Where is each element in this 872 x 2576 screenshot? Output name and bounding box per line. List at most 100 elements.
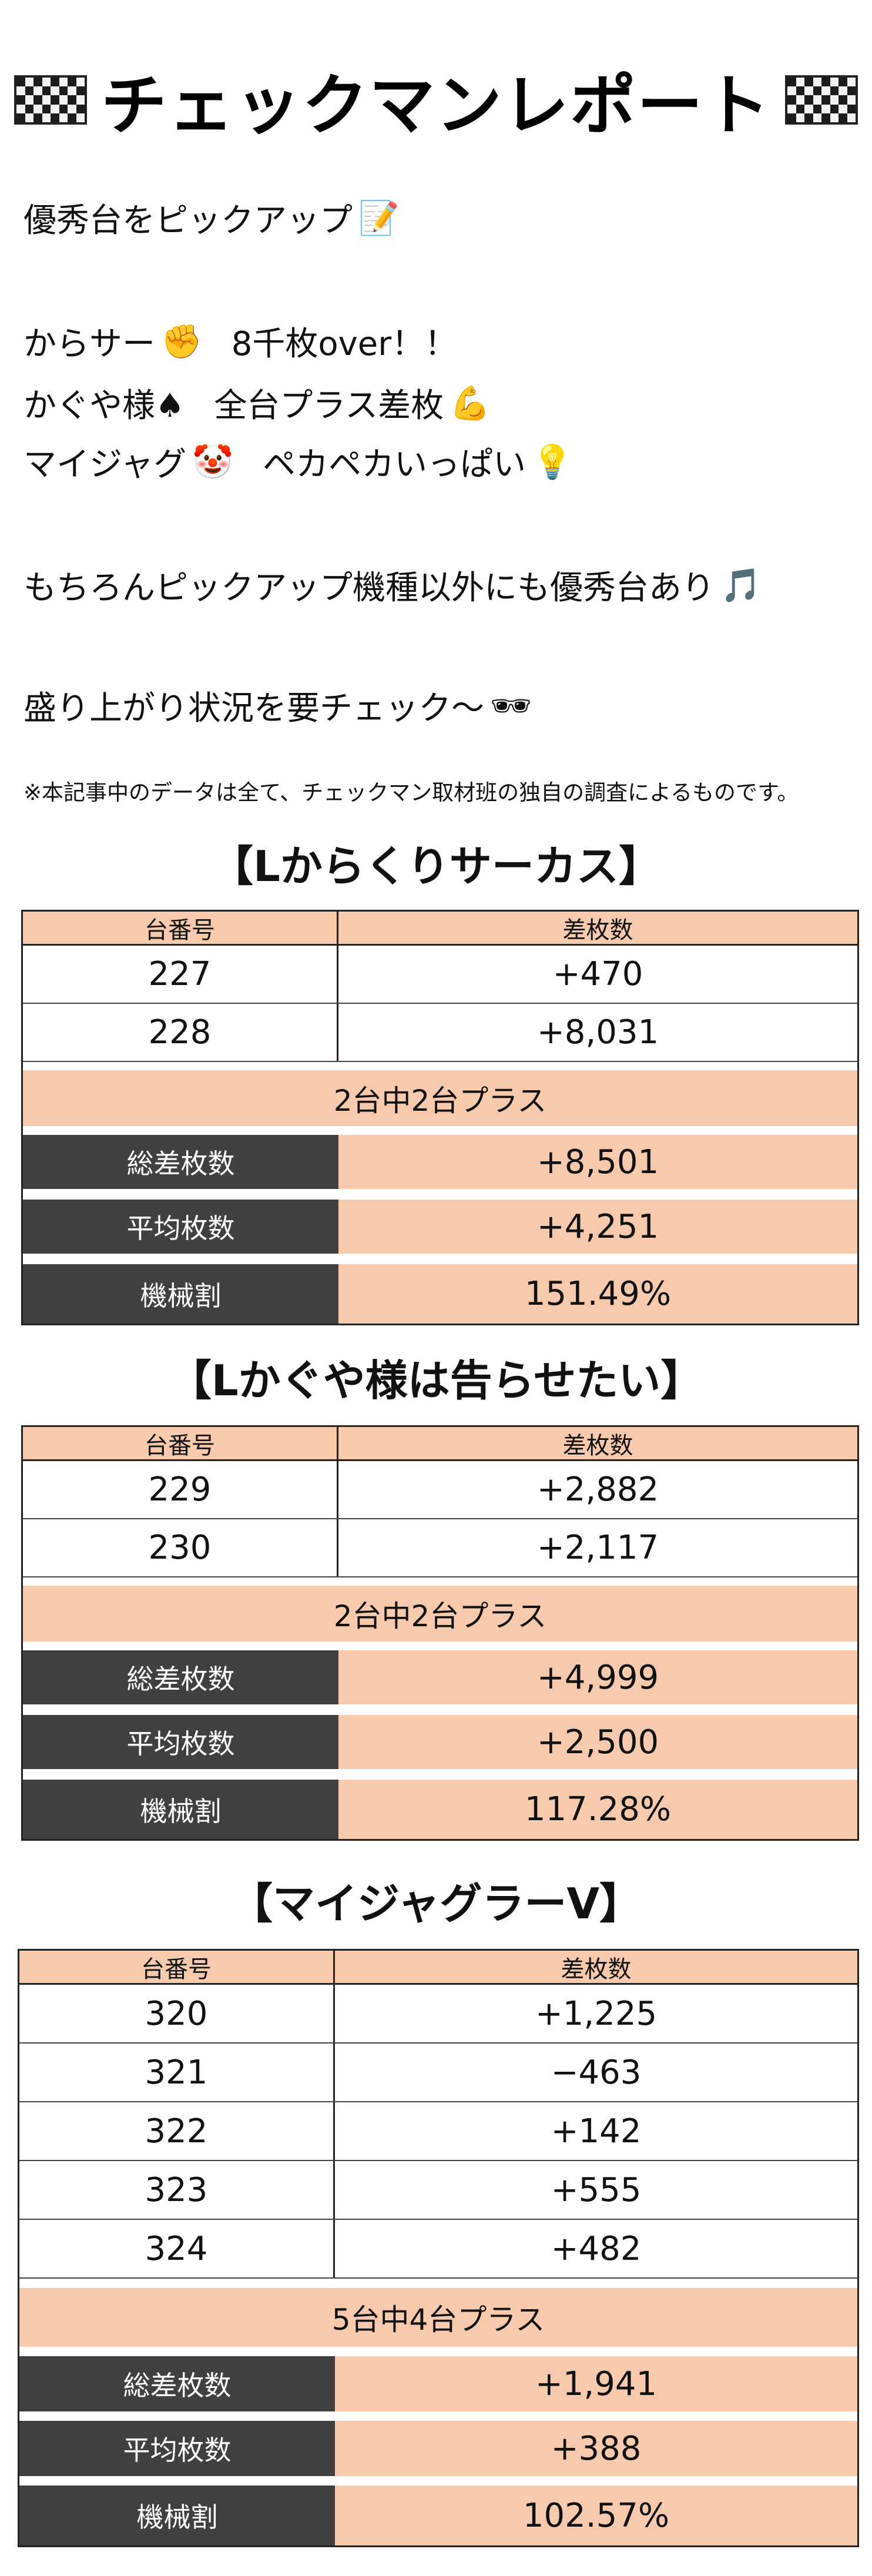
stat-row-total: 総差枚数 +1,941 xyxy=(19,2356,857,2411)
machine-number: 227 xyxy=(23,946,338,1003)
machine-number: 323 xyxy=(19,2161,335,2219)
fist-icon: ✊ xyxy=(161,322,202,361)
header-difference: 差枚数 xyxy=(562,916,633,944)
intro-line-2-text: 8千枚over！！ xyxy=(231,325,458,363)
header-machine-number: 台番号 xyxy=(19,1951,335,1983)
page-title: チェックマンレポート xyxy=(101,68,771,144)
stat-label: 総差枚数 xyxy=(23,1135,338,1189)
section-title: 【Lかぐや様は告らせたい】 xyxy=(169,1356,703,1405)
intro-line-3-name: かぐや様♠ xyxy=(24,387,185,425)
lightbulb-icon: 💡 xyxy=(531,443,573,481)
difference-value: +2,117 xyxy=(536,1529,659,1567)
data-table: 台番号 差枚数 229 +2,882 230 +2,117 2台中2台プラス 総… xyxy=(21,1425,859,1841)
stat-label: 総差枚数 xyxy=(23,1650,338,1704)
machine-number: 320 xyxy=(19,1985,335,2042)
table-row: 320 +1,225 xyxy=(19,1985,857,2044)
machine-number: 229 xyxy=(23,1461,338,1518)
difference-value: +8,031 xyxy=(536,1013,659,1051)
difference-value: +2,882 xyxy=(536,1470,659,1509)
intro-line-3-text: 全台プラス差枚 xyxy=(214,387,444,425)
machine-number: 322 xyxy=(19,2102,335,2160)
table-row: 324 +482 xyxy=(19,2220,857,2279)
stat-row-average: 平均枚数 +2,500 xyxy=(23,1715,857,1769)
machine-number: 324 xyxy=(19,2220,335,2277)
table-header: 台番号 差枚数 xyxy=(23,912,857,946)
summary-band: 2台中2台プラス xyxy=(23,1070,857,1126)
summary-band: 2台中2台プラス xyxy=(23,1586,857,1642)
difference-value: +1,225 xyxy=(535,1994,658,2033)
stat-value: +4,251 xyxy=(338,1200,857,1254)
difference-value: +142 xyxy=(551,2112,642,2150)
data-table: 台番号 差枚数 320 +1,225 321 −463 322 +142 323… xyxy=(18,1949,859,2547)
stat-row-payout: 機械割 102.57% xyxy=(19,2485,857,2545)
intro-line-6-text: 盛り上がり状況を要チェック〜 xyxy=(24,689,484,728)
checkered-flag-icon-left xyxy=(14,75,87,125)
stat-value: 117.28% xyxy=(338,1780,857,1839)
intro-line-4: マイジャグ 🤡 ペカペカいっぱい 💡 xyxy=(24,438,579,485)
intro-line-5: もちろんピックアップ機種以外にも優秀台あり 🎵 xyxy=(24,561,767,609)
table-row: 228 +8,031 xyxy=(23,1004,857,1062)
stat-row-average: 平均枚数 +4,251 xyxy=(23,1200,857,1254)
machine-number: 321 xyxy=(19,2044,335,2101)
header-machine-number: 台番号 xyxy=(23,912,338,944)
section-title: 【マイジャグラーV】 xyxy=(230,1879,642,1928)
intro-line-2: からサー ✊ 8千枚over！！ xyxy=(24,317,457,365)
title-row: チェックマンレポート xyxy=(0,56,872,144)
table-row: 230 +2,117 xyxy=(23,1519,857,1577)
checkered-flag-icon-right xyxy=(785,75,858,125)
intro-line-6: 盛り上がり状況を要チェック〜 🕶 xyxy=(24,682,538,729)
difference-value: −463 xyxy=(551,2053,642,2092)
stat-row-total: 総差枚数 +4,999 xyxy=(23,1650,857,1704)
stat-label: 機械割 xyxy=(23,1264,338,1324)
sunglasses-icon: 🕶 xyxy=(490,686,532,725)
stat-label: 平均枚数 xyxy=(23,1200,338,1254)
intro-line-2-name: からサー xyxy=(24,325,155,363)
stat-label: 平均枚数 xyxy=(23,1715,338,1769)
stat-value: +388 xyxy=(335,2421,857,2476)
header-machine-number: 台番号 xyxy=(23,1427,338,1459)
stat-row-total: 総差枚数 +8,501 xyxy=(23,1135,857,1189)
clown-icon: 🤡 xyxy=(192,443,233,481)
stat-row-payout: 機械割 151.49% xyxy=(23,1264,857,1324)
stat-label: 総差枚数 xyxy=(19,2356,335,2411)
header-difference: 差枚数 xyxy=(561,1955,632,1983)
stat-row-payout: 機械割 117.28% xyxy=(23,1780,857,1839)
stat-value: +4,999 xyxy=(338,1650,857,1704)
table-header: 台番号 差枚数 xyxy=(23,1427,857,1461)
data-table: 台番号 差枚数 227 +470 228 +8,031 2台中2台プラス 総差枚… xyxy=(21,910,859,1325)
intro-line-3: かぐや様♠ 全台プラス差枚 💪 xyxy=(24,379,497,427)
table-row: 227 +470 xyxy=(23,946,857,1004)
memo-icon: 📝 xyxy=(358,199,400,237)
intro-line-4-text: ペカペカいっぱい xyxy=(262,445,526,484)
machine-number: 230 xyxy=(23,1519,338,1576)
disclaimer-note: ※本記事中のデータは全て、チェックマン取材班の独自の調査によるものです。 xyxy=(24,780,799,805)
stat-value: 151.49% xyxy=(338,1264,857,1324)
stat-label: 平均枚数 xyxy=(19,2421,335,2476)
table-row: 323 +555 xyxy=(19,2161,857,2220)
stat-value: +1,941 xyxy=(335,2356,857,2411)
stat-value: 102.57% xyxy=(335,2485,857,2545)
stat-value: +2,500 xyxy=(338,1715,857,1769)
section-title: 【Lからくりサーカス】 xyxy=(211,842,661,891)
stat-row-average: 平均枚数 +388 xyxy=(19,2421,857,2476)
stat-label: 機械割 xyxy=(19,2485,335,2545)
table-row: 322 +142 xyxy=(19,2102,857,2161)
intro-line-1: 優秀台をピックアップ 📝 xyxy=(24,194,405,242)
muscle-icon: 💪 xyxy=(450,384,491,423)
table-header: 台番号 差枚数 xyxy=(19,1951,857,1985)
table-row: 321 −463 xyxy=(19,2044,857,2102)
machine-number: 228 xyxy=(23,1004,338,1061)
intro-line-4-name: マイジャグ xyxy=(24,445,187,484)
summary-band: 5台中4台プラス xyxy=(19,2288,857,2347)
intro-line-5-text: もちろんピックアップ機種以外にも優秀台あり xyxy=(24,569,715,607)
music-note-icon: 🎵 xyxy=(720,566,762,605)
difference-value: +482 xyxy=(551,2229,642,2268)
difference-value: +470 xyxy=(552,955,643,993)
table-row: 229 +2,882 xyxy=(23,1461,857,1519)
stat-label: 機械割 xyxy=(23,1780,338,1839)
intro-line-1-text: 優秀台をピックアップ xyxy=(24,202,353,240)
stat-value: +8,501 xyxy=(338,1135,857,1189)
difference-value: +555 xyxy=(551,2170,642,2209)
header-difference: 差枚数 xyxy=(562,1432,633,1459)
